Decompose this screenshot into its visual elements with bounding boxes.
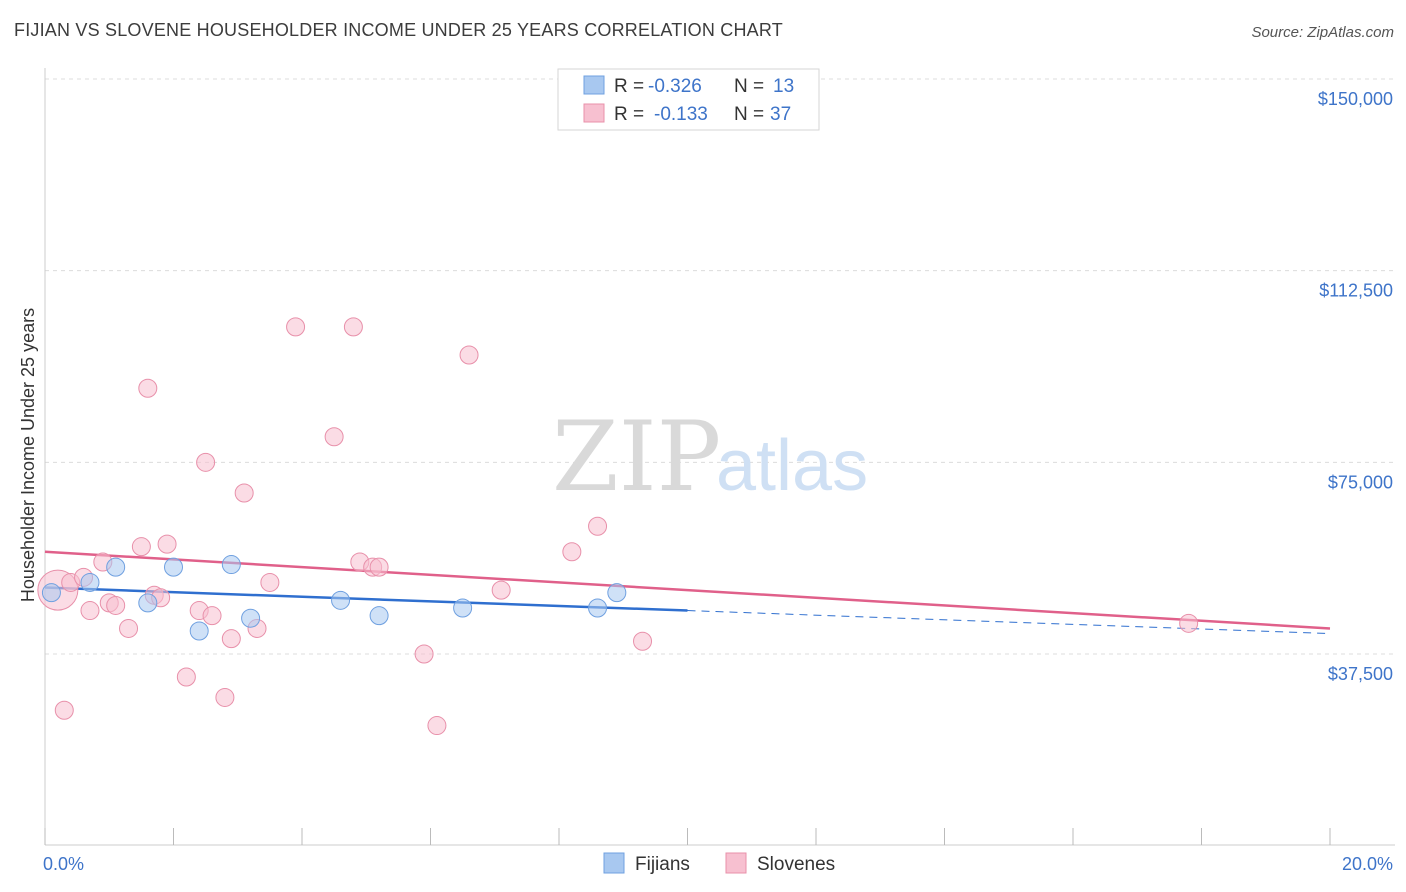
point-slovenes — [106, 595, 126, 615]
point-slovenes — [215, 687, 235, 707]
stats-n-value: 37 — [770, 104, 791, 125]
source-label: Source: ZipAtlas.com — [1251, 24, 1394, 41]
point-slovenes — [131, 537, 151, 557]
stats-n-label: N = — [734, 104, 764, 125]
legend-item-fijians[interactable]: Fijians — [603, 852, 690, 875]
point-slovenes — [176, 667, 196, 687]
stats-box: R = -0.326 N = 13 R = -0.133 N = 37 — [557, 68, 820, 131]
point-fijians — [369, 606, 389, 626]
point-slovenes — [414, 644, 434, 664]
stats-swatch-slovenes — [583, 103, 605, 123]
point-fijians — [221, 555, 241, 575]
watermark: ZIP atlas — [552, 401, 868, 513]
point-fijians — [331, 590, 351, 610]
legend: Fijians Slovenes — [603, 852, 835, 875]
point-fijians — [607, 583, 627, 603]
y-tick-label: $150,000 — [1318, 89, 1393, 109]
legend-swatch-slovenes — [725, 852, 747, 874]
point-slovenes — [119, 618, 139, 638]
point-fijians — [453, 598, 473, 618]
point-slovenes — [459, 345, 479, 365]
stats-r-label: R = — [614, 104, 644, 125]
stats-n-label: N = — [734, 76, 764, 97]
point-slovenes — [234, 483, 254, 503]
stats-r-label: R = — [614, 76, 644, 97]
x-tick-label: 0.0% — [43, 854, 84, 874]
point-fijians — [106, 557, 126, 577]
point-slovenes — [324, 427, 344, 447]
x-tick-label: 20.0% — [1342, 854, 1393, 874]
point-slovenes — [491, 580, 511, 600]
y-tick-label: $112,500 — [1319, 281, 1393, 301]
watermark-atlas: atlas — [716, 426, 868, 506]
legend-item-slovenes[interactable]: Slovenes — [725, 852, 835, 875]
stats-row-slovenes: R = -0.133 N = 37 — [583, 103, 791, 125]
point-slovenes — [260, 572, 280, 592]
point-slovenes — [1179, 613, 1199, 633]
watermark-zip: ZIP — [552, 401, 721, 513]
legend-label-fijians: Fijians — [635, 854, 690, 875]
point-fijians — [138, 593, 158, 613]
chart-title: FIJIAN VS SLOVENE HOUSEHOLDER INCOME UND… — [14, 20, 783, 40]
trend-line-fijians-extension — [687, 610, 1331, 635]
stats-r-value: -0.133 — [654, 104, 708, 125]
point-slovenes — [80, 601, 100, 621]
point-slovenes — [427, 716, 447, 736]
point-slovenes — [588, 516, 608, 536]
point-slovenes — [202, 606, 222, 626]
point-slovenes — [54, 700, 74, 720]
point-fijians — [241, 608, 261, 628]
gridlines: $37,500 $75,000 $112,500 $150,000 — [45, 78, 1395, 684]
point-slovenes — [562, 542, 582, 562]
point-slovenes — [286, 317, 306, 337]
y-tick-label: $75,000 — [1328, 472, 1393, 492]
point-slovenes — [633, 631, 653, 651]
stats-n-value: 13 — [773, 76, 794, 97]
stats-r-value: -0.326 — [648, 76, 702, 97]
point-slovenes — [157, 534, 177, 554]
point-fijians — [164, 557, 183, 577]
legend-swatch-fijians — [603, 852, 625, 874]
point-fijians — [41, 583, 61, 603]
point-fijians — [189, 621, 209, 641]
point-slovenes — [221, 629, 241, 649]
point-slovenes — [369, 557, 389, 577]
trend-line-slovenes — [44, 550, 1331, 630]
point-slovenes — [138, 378, 158, 398]
stats-swatch-fijians — [583, 75, 605, 95]
legend-label-slovenes: Slovenes — [757, 854, 835, 875]
y-axis-label: Householder Income Under 25 years — [18, 308, 38, 602]
axes: 0.0% 20.0% — [43, 68, 1395, 874]
point-fijians — [80, 572, 100, 592]
point-fijians — [588, 598, 608, 618]
data-points — [37, 317, 1199, 736]
point-slovenes — [343, 317, 363, 337]
stats-row-fijians: R = -0.326 N = 13 — [583, 75, 794, 97]
y-tick-label: $37,500 — [1328, 664, 1393, 684]
point-slovenes — [196, 452, 216, 472]
